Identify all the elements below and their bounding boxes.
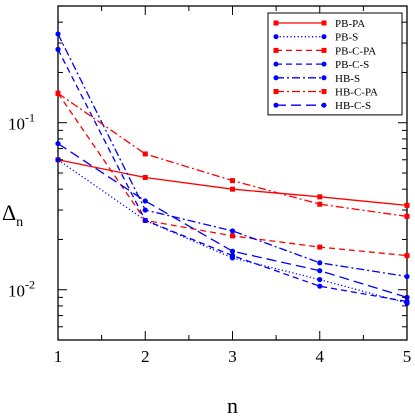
legend-entry: HB-C-S <box>273 100 371 112</box>
series-line <box>57 143 408 299</box>
legend-marker <box>273 47 279 53</box>
data-point <box>317 260 323 266</box>
legend-entry: PB-C-PA <box>273 45 376 57</box>
legend-label: HB-C-PA <box>335 87 378 99</box>
data-point <box>404 298 410 305</box>
axis-ticks: 1 2 3 4 5 10-1 10-2 <box>8 5 412 366</box>
x-tick-label: 3 <box>228 347 237 366</box>
legend-label: PB-C-S <box>335 59 369 71</box>
data-point <box>229 228 236 234</box>
legend-marker <box>321 102 327 108</box>
legend-marker <box>273 34 279 40</box>
data-point <box>404 202 410 208</box>
series-pb-c-s <box>55 46 410 305</box>
legend-entry: HB-S <box>273 73 360 85</box>
y-tick-label: 10-2 <box>8 278 35 301</box>
y-axis-label: Δn <box>2 200 23 230</box>
legend-marker <box>273 75 279 81</box>
legend-label: PB-S <box>335 32 358 44</box>
data-point <box>142 151 148 157</box>
data-point <box>317 244 323 250</box>
data-point <box>230 178 235 184</box>
data-point <box>317 201 323 207</box>
series-hb-c-s <box>55 140 410 300</box>
legend-marker <box>321 20 327 26</box>
legend-entry: PB-S <box>273 32 358 44</box>
series-line <box>57 33 408 278</box>
legend-marker <box>273 61 279 67</box>
data-point <box>55 46 61 52</box>
series-hb-s <box>55 31 410 280</box>
legend-marker <box>321 34 327 40</box>
x-tick-label: 1 <box>54 347 63 366</box>
legend-marker <box>321 47 327 53</box>
legend-marker <box>273 89 279 94</box>
y-tick-label: 10-1 <box>8 111 35 134</box>
legend-marker <box>321 61 327 67</box>
data-point <box>142 217 148 224</box>
legend-marker <box>321 75 327 81</box>
data-point <box>317 276 323 283</box>
legend-label: HB-C-S <box>335 100 371 112</box>
data-point <box>404 213 410 219</box>
data-point <box>230 233 235 239</box>
legend-marker <box>321 89 327 94</box>
data-point <box>317 268 323 274</box>
series-lines <box>55 31 410 306</box>
x-axis-label: n <box>227 393 238 417</box>
legend-marker <box>273 20 279 26</box>
data-point <box>229 253 236 259</box>
legend-entry: PB-C-S <box>273 59 369 71</box>
data-point <box>55 140 61 147</box>
data-point <box>142 207 148 213</box>
legend-label: PB-PA <box>335 18 365 30</box>
data-point <box>55 31 61 37</box>
legend-entry: HB-C-PA <box>273 87 378 99</box>
data-point <box>230 186 235 192</box>
series-line <box>57 159 408 304</box>
data-point <box>317 194 323 200</box>
series-hb-c-pa <box>55 90 410 219</box>
data-point <box>404 273 410 280</box>
data-point <box>55 90 61 96</box>
data-point <box>142 174 148 180</box>
x-tick-label: 4 <box>316 347 325 366</box>
legend-entry: PB-PA <box>273 18 365 30</box>
data-point <box>404 253 410 259</box>
data-point <box>229 248 236 254</box>
legend-marker <box>273 102 279 108</box>
data-point <box>317 283 323 289</box>
legend-label: PB-C-PA <box>335 45 376 57</box>
data-point <box>142 198 148 204</box>
x-tick-label: 5 <box>403 347 412 366</box>
legend-label: HB-S <box>335 73 360 85</box>
x-tick-label: 2 <box>141 347 150 366</box>
